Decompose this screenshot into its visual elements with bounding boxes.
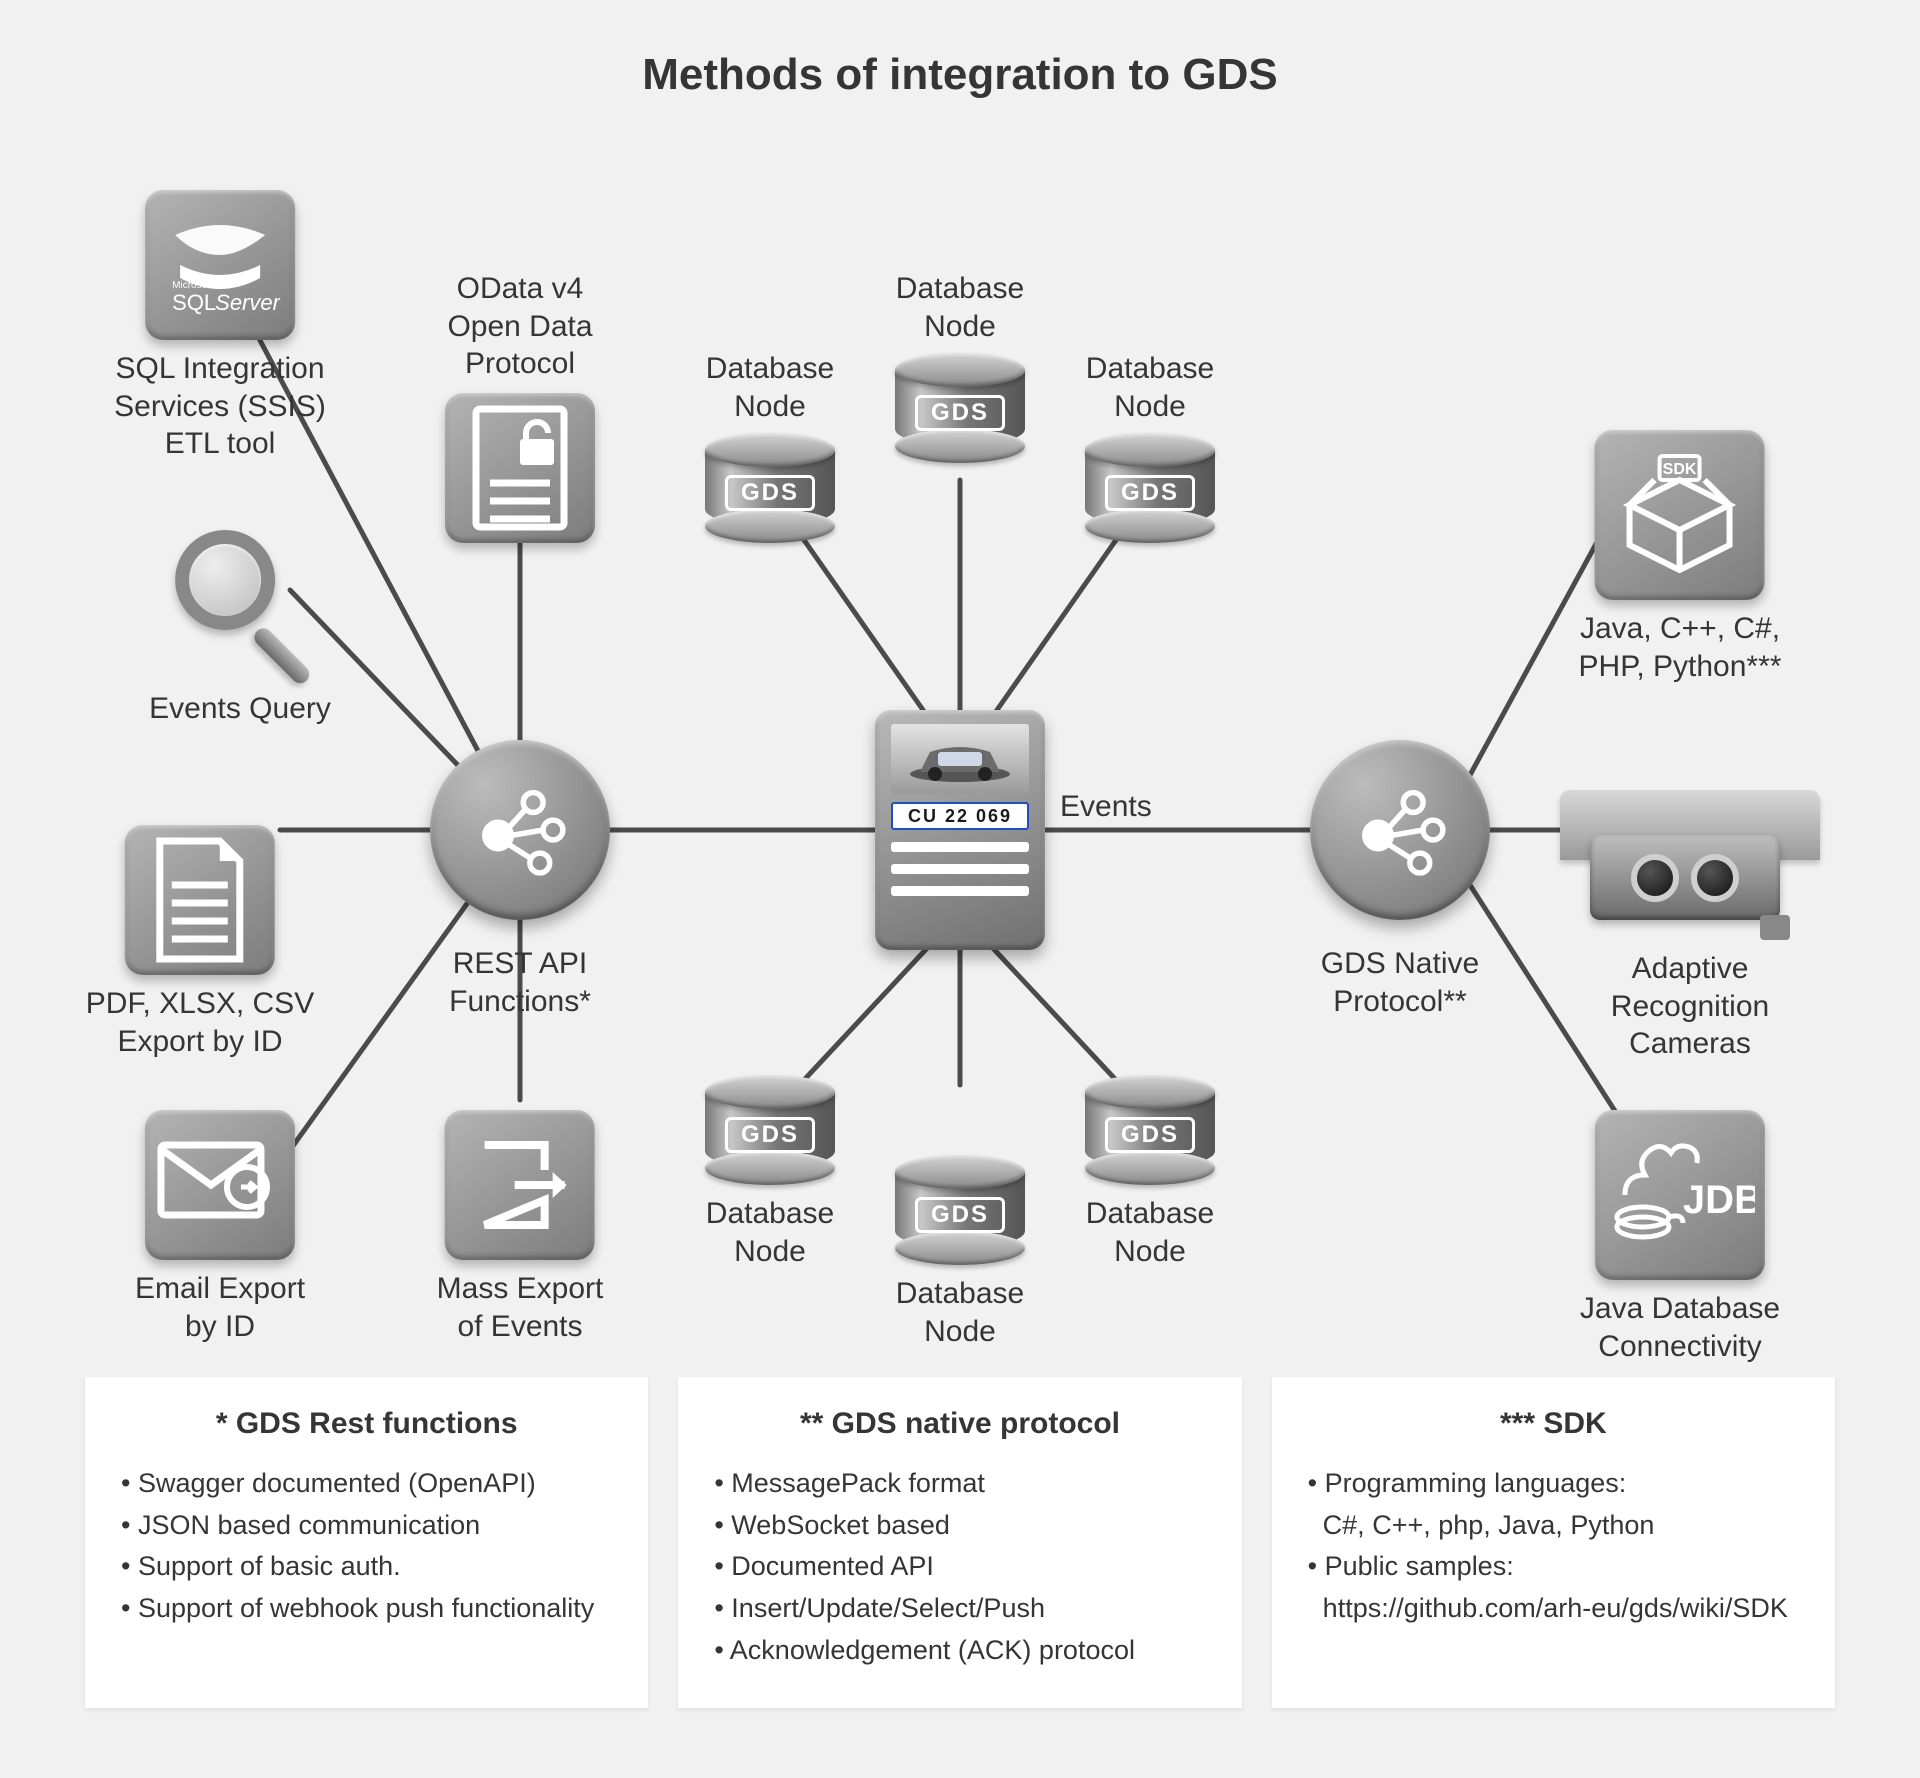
footnotes-row: * GDS Rest functions Swagger documented … xyxy=(85,1377,1835,1708)
node-label: SQL IntegrationServices (SSIS)ETL tool xyxy=(114,350,326,463)
database-icon: GDS xyxy=(1085,433,1215,543)
text-line xyxy=(891,886,1029,896)
svg-text:SDK: SDK xyxy=(1663,461,1697,478)
footnote-list: MessagePack formatWebSocket basedDocumen… xyxy=(714,1463,1205,1672)
svg-text:SQL: SQL xyxy=(172,290,216,315)
license-plate: CU 22 069 xyxy=(891,802,1029,830)
node-db-t: DatabaseNode GDS xyxy=(895,270,1025,463)
node-label: Events Query xyxy=(149,690,331,728)
footnote-list: Swagger documented (OpenAPI)JSON based c… xyxy=(121,1463,612,1630)
node-db-tr: DatabaseNode GDS xyxy=(1085,350,1215,543)
node-label: DatabaseNode xyxy=(705,350,835,425)
node-mass: Mass Exportof Events xyxy=(437,1110,604,1345)
footnote-item: Programming languages: xyxy=(1308,1463,1799,1505)
sqlserver-icon: SQLServerMicrosoft xyxy=(145,190,295,340)
footnote-title: ** GDS native protocol xyxy=(714,1407,1205,1441)
database-icon: GDS xyxy=(705,433,835,543)
node-db-bl: GDS DatabaseNode xyxy=(705,1075,835,1270)
hub-rest-api xyxy=(430,740,610,920)
node-label: Email Exportby ID xyxy=(135,1270,305,1345)
car-photo xyxy=(891,724,1029,794)
node-label: DatabaseNode xyxy=(895,1275,1025,1350)
jdbc-icon: JDBC xyxy=(1595,1110,1765,1280)
footnote-item: Support of webhook push functionality xyxy=(121,1588,612,1630)
node-label: DatabaseNode xyxy=(895,270,1025,345)
page-title: Methods of integration to GDS xyxy=(0,50,1920,100)
email-icon xyxy=(145,1110,295,1260)
footnote-item: Support of basic auth. xyxy=(121,1546,612,1588)
footnote-sdk: *** SDK Programming languages:C#, C++, p… xyxy=(1272,1377,1835,1708)
footnote-item: Acknowledgement (ACK) protocol xyxy=(714,1630,1205,1672)
node-db-tl: DatabaseNode GDS xyxy=(705,350,835,543)
footnote-item: WebSocket based xyxy=(714,1505,1205,1547)
node-label: Mass Exportof Events xyxy=(437,1270,604,1345)
footnote-item: Documented API xyxy=(714,1546,1205,1588)
node-label: DatabaseNode xyxy=(705,1195,835,1270)
hub-rest-api-label: REST APIFunctions* xyxy=(430,945,610,1020)
network-icon xyxy=(465,775,575,885)
node-label: OData v4Open DataProtocol xyxy=(445,270,595,383)
hub-events-tablet: CU 22 069 xyxy=(875,710,1045,950)
node-camera: AdaptiveRecognitionCameras xyxy=(1560,790,1820,1063)
node-jdbc: JDBC Java DatabaseConnectivity xyxy=(1580,1110,1780,1365)
database-icon: GDS xyxy=(705,1075,835,1185)
node-email: Email Exportby ID xyxy=(135,1110,305,1345)
hub-events-label: Events xyxy=(1060,790,1152,824)
sdk-box-icon: SDK xyxy=(1595,430,1765,600)
node-label: DatabaseNode xyxy=(1085,1195,1215,1270)
node-odata: OData v4Open DataProtocol xyxy=(445,270,595,543)
footnote-item: Public samples: xyxy=(1308,1546,1799,1588)
footnote-rest: * GDS Rest functions Swagger documented … xyxy=(85,1377,648,1708)
svg-text:Server: Server xyxy=(215,290,280,315)
svg-text:JDBC: JDBC xyxy=(1683,1178,1755,1222)
node-ssis: SQLServerMicrosoftSQL IntegrationService… xyxy=(114,190,326,463)
footnote-item: https://github.com/arh-eu/gds/wiki/SDK xyxy=(1308,1588,1799,1630)
footnote-native: ** GDS native protocol MessagePack forma… xyxy=(678,1377,1241,1708)
database-icon: GDS xyxy=(1085,1075,1215,1185)
hub-native-protocol xyxy=(1310,740,1490,920)
camera-icon xyxy=(1560,790,1820,940)
database-icon: GDS xyxy=(895,353,1025,463)
network-icon xyxy=(1345,775,1455,885)
node-label: Java, C++, C#,PHP, Python*** xyxy=(1579,610,1782,685)
footnote-list: Programming languages:C#, C++, php, Java… xyxy=(1308,1463,1799,1630)
database-icon: GDS xyxy=(895,1155,1025,1265)
footnote-item: JSON based communication xyxy=(121,1505,612,1547)
node-label: PDF, XLSX, CSVExport by ID xyxy=(86,985,314,1060)
magnifier-icon xyxy=(165,530,315,680)
document-icon xyxy=(125,825,275,975)
document-lock-icon xyxy=(445,393,595,543)
node-label: DatabaseNode xyxy=(1085,350,1215,425)
text-line xyxy=(891,864,1029,874)
node-db-b: GDS DatabaseNode xyxy=(895,1155,1025,1350)
node-export: PDF, XLSX, CSVExport by ID xyxy=(86,825,314,1060)
footnote-title: * GDS Rest functions xyxy=(121,1407,612,1441)
node-sdk: SDK Java, C++, C#,PHP, Python*** xyxy=(1579,430,1782,685)
export-icon xyxy=(445,1110,595,1260)
node-label: Java DatabaseConnectivity xyxy=(1580,1290,1780,1365)
footnote-item: C#, C++, php, Java, Python xyxy=(1308,1505,1799,1547)
footnote-title: *** SDK xyxy=(1308,1407,1799,1441)
footnote-item: MessagePack format xyxy=(714,1463,1205,1505)
footnote-item: Insert/Update/Select/Push xyxy=(714,1588,1205,1630)
node-db-br: GDS DatabaseNode xyxy=(1085,1075,1215,1270)
node-query: Events Query xyxy=(149,530,331,728)
svg-text:Microsoft: Microsoft xyxy=(172,280,213,291)
text-line xyxy=(891,842,1029,852)
hub-native-protocol-label: GDS NativeProtocol** xyxy=(1310,945,1490,1020)
footnote-item: Swagger documented (OpenAPI) xyxy=(121,1463,612,1505)
node-label: AdaptiveRecognitionCameras xyxy=(1560,950,1820,1063)
